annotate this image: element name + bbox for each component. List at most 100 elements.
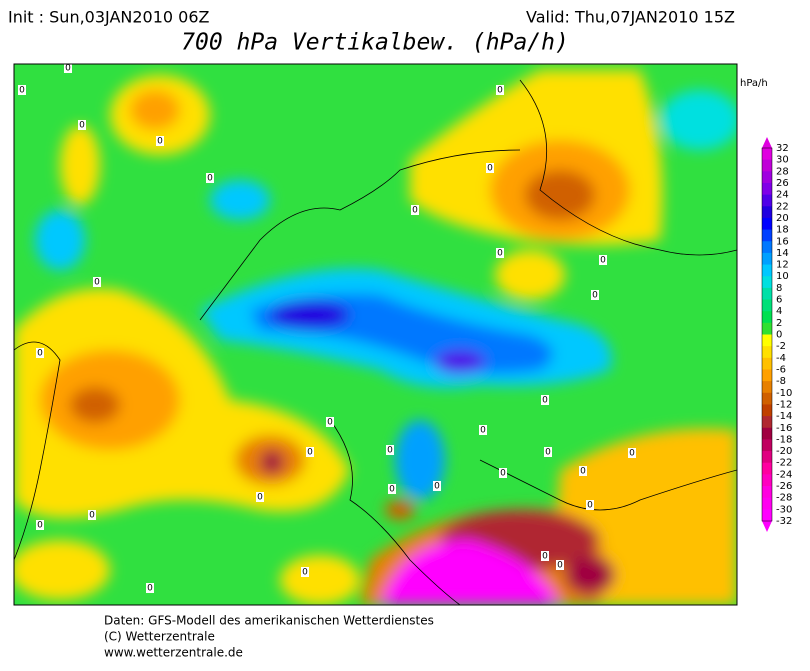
contour-label: 0 <box>545 448 551 458</box>
contour-label: 0 <box>480 426 486 436</box>
legend-label: -26 <box>776 481 792 492</box>
contour-label: 0 <box>387 446 393 456</box>
contour-label-bg <box>206 173 214 183</box>
contour-label: 0 <box>207 174 213 184</box>
legend-label: -20 <box>776 446 792 457</box>
legend-swatch <box>762 346 772 359</box>
contour-label-bg <box>386 445 394 455</box>
legend-swatch <box>762 404 772 417</box>
map-frame <box>13 63 738 606</box>
legend-label: 28 <box>776 166 789 177</box>
legend-swatch <box>762 171 772 184</box>
contour-label-bg <box>301 567 309 577</box>
contour-label-bg <box>156 136 164 146</box>
legend-swatch <box>762 322 772 335</box>
legend-label: -12 <box>776 399 792 410</box>
legend-label: -18 <box>776 434 792 445</box>
legend-swatch <box>762 182 772 196</box>
legend-swatch <box>762 206 772 219</box>
legend-swatch <box>762 392 772 405</box>
contour-label: 0 <box>65 64 71 74</box>
footer-line: Daten: GFS-Modell des amerikanischen Wet… <box>104 614 434 628</box>
map-field: 0 0 0 0 0 0 0 0 0 0 0 0 0 0 0 0 0 0 0 0 0 0 0 0 0 0 0 0 0 0 0 0 <box>14 64 737 605</box>
contour-label: 0 <box>37 521 43 531</box>
contour-label-bg <box>479 425 487 435</box>
contour-label: 0 <box>89 511 95 521</box>
contour-label: 0 <box>629 449 635 459</box>
legend-swatch <box>762 486 772 499</box>
legend-label: 12 <box>776 260 789 271</box>
contour-label: 0 <box>389 485 395 495</box>
contour-label-bg <box>556 560 564 570</box>
contour-label-bg <box>544 447 552 457</box>
contour-label: 0 <box>580 467 586 477</box>
legend-label: 10 <box>776 271 789 282</box>
contour-label-bg <box>579 466 587 476</box>
contour-label-bg <box>18 85 26 95</box>
legend-arrow <box>762 521 772 532</box>
contour-label-bg <box>541 551 549 561</box>
contour-label: 0 <box>157 137 163 147</box>
legend-label: -10 <box>776 388 792 399</box>
contour-label-bg <box>36 348 44 358</box>
legend-label: 30 <box>776 155 789 166</box>
contour-label: 0 <box>587 501 593 511</box>
contour-label-bg <box>88 510 96 520</box>
legend-label: -28 <box>776 493 792 504</box>
legend-label: -16 <box>776 423 792 434</box>
contour-label-bg <box>586 500 594 510</box>
contour-label-bg <box>591 290 599 300</box>
legend-label: 14 <box>776 248 789 259</box>
legend-label: -32 <box>776 516 792 527</box>
legend-unit: hPa/h <box>740 78 768 89</box>
contour-label-bg <box>146 583 154 593</box>
legend-label: 22 <box>776 201 789 212</box>
contour-label-bg <box>64 64 72 73</box>
contour-label-bg <box>496 248 504 258</box>
contour-label: 0 <box>497 86 503 96</box>
contour-label-bg <box>486 163 494 173</box>
contour-label: 0 <box>434 482 440 492</box>
contour-label: 0 <box>600 256 606 266</box>
legend-swatch <box>762 427 772 440</box>
legend-swatch <box>762 334 772 347</box>
contour-label: 0 <box>592 291 598 301</box>
legend-label: 6 <box>776 295 782 306</box>
legend-swatch <box>762 229 772 242</box>
contour-label: 0 <box>542 396 548 406</box>
legend-swatch <box>762 497 772 510</box>
legend-swatch <box>762 451 772 464</box>
legend-label: 18 <box>776 225 789 236</box>
legend-label: -14 <box>776 411 792 422</box>
legend-swatch <box>762 509 772 522</box>
legend-label: 26 <box>776 178 789 189</box>
contour-label: 0 <box>500 469 506 479</box>
legend-label: -4 <box>776 353 786 364</box>
contour-label-bg <box>599 255 607 265</box>
legend-label: -30 <box>776 504 792 515</box>
legend-swatch <box>762 287 772 301</box>
legend-label: -24 <box>776 469 792 480</box>
legend-swatch <box>762 159 772 172</box>
legend-swatch <box>762 241 772 254</box>
contour-label-bg <box>326 417 334 427</box>
legend-label: -2 <box>776 341 786 352</box>
legend-label: -8 <box>776 376 786 387</box>
legend-frame <box>761 147 773 522</box>
init-time: Init : Sun,03JAN2010 06Z <box>8 8 210 27</box>
map-title: 700 hPa Vertikalbew. (hPa/h) <box>181 30 569 56</box>
legend-label: 20 <box>776 213 789 224</box>
legend-swatch <box>762 194 772 207</box>
contour-label: 0 <box>487 164 493 174</box>
legend-swatch <box>762 311 772 324</box>
legend-swatch <box>762 381 772 394</box>
contour-label: 0 <box>147 584 153 594</box>
legend-swatch <box>762 369 772 382</box>
contour-label: 0 <box>302 568 308 578</box>
legend-label: 24 <box>776 190 789 201</box>
legend-swatch <box>762 264 772 277</box>
contour-label: 0 <box>307 448 313 458</box>
contour-label-bg <box>78 120 86 130</box>
legend-label: 0 <box>776 330 782 341</box>
legend-swatch <box>762 474 772 487</box>
